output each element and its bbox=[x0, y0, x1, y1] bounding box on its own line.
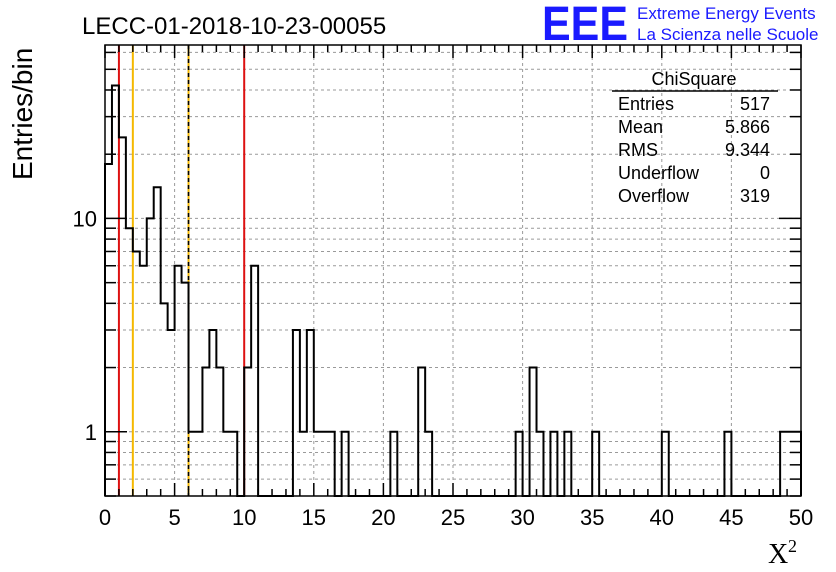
histogram-bin bbox=[300, 432, 307, 496]
grid-lines bbox=[105, 45, 801, 496]
histogram-bin bbox=[140, 266, 147, 496]
histogram-bin bbox=[209, 330, 216, 496]
stats-box-title: ChiSquare bbox=[651, 69, 736, 89]
histogram-bin bbox=[564, 432, 571, 496]
histogram-bin bbox=[516, 432, 523, 496]
histogram-bin bbox=[314, 432, 321, 496]
histogram-bin bbox=[182, 283, 189, 496]
histogram-bin bbox=[175, 266, 182, 496]
histogram-bin bbox=[216, 368, 223, 496]
stats-label-mean: Mean bbox=[618, 117, 663, 137]
x-axis-label: X 2 bbox=[768, 536, 797, 570]
histogram-bin bbox=[307, 330, 314, 496]
stats-label-underflow: Underflow bbox=[618, 163, 700, 183]
histogram-bin bbox=[154, 187, 161, 496]
histogram-bin bbox=[342, 432, 349, 496]
x-tick-label: 10 bbox=[232, 505, 256, 530]
x-tick-label: 40 bbox=[650, 505, 674, 530]
histogram-bin bbox=[119, 137, 126, 496]
stats-value-overflow: 319 bbox=[740, 186, 770, 206]
histogram-bin bbox=[112, 85, 119, 496]
x-tick-label: 50 bbox=[789, 505, 813, 530]
y-tick-label: 10 bbox=[73, 206, 97, 231]
x-axis-label-superscript: 2 bbox=[788, 536, 797, 556]
histogram-bin bbox=[202, 368, 209, 496]
x-axis-label-main: X bbox=[768, 539, 788, 570]
histogram-bin bbox=[425, 432, 432, 496]
x-tick-label: 25 bbox=[441, 505, 465, 530]
eee-logo-mark: EEE bbox=[542, 0, 628, 51]
tick-labels: 0 5 10 15 20 25 30 35 40 45 50 1 10 bbox=[73, 206, 814, 530]
eee-logo: EEE Extreme Energy Events La Scienza nel… bbox=[542, 0, 818, 51]
stats-label-entries: Entries bbox=[618, 94, 674, 114]
histogram-bin bbox=[133, 251, 140, 496]
chart-title: LECC-01-2018-10-23-00055 bbox=[82, 13, 386, 40]
stats-box: ChiSquare Entries 517 Mean 5.866 RMS 9.3… bbox=[612, 69, 778, 206]
x-tick-label: 45 bbox=[719, 505, 743, 530]
histogram-bin bbox=[662, 432, 669, 496]
histogram-bin bbox=[321, 432, 328, 496]
y-axis-label: Entries/bin bbox=[7, 48, 38, 180]
histogram-bin bbox=[223, 432, 230, 496]
stats-label-rms: RMS bbox=[618, 140, 658, 160]
logo-line-2: La Scienza nelle Scuole bbox=[637, 25, 818, 44]
histogram-bin bbox=[244, 368, 251, 496]
histogram-bin bbox=[592, 432, 599, 496]
y-tick-label: 1 bbox=[85, 420, 97, 445]
histogram-bin bbox=[328, 432, 335, 496]
x-tick-label: 15 bbox=[302, 505, 326, 530]
histogram-bin bbox=[530, 368, 537, 496]
stats-label-overflow: Overflow bbox=[618, 186, 690, 206]
histogram-bin bbox=[168, 330, 175, 496]
stats-value-underflow: 0 bbox=[760, 163, 770, 183]
stats-value-mean: 5.866 bbox=[725, 117, 770, 137]
histogram-bin bbox=[195, 432, 202, 496]
logo-line-1: Extreme Energy Events bbox=[637, 4, 816, 23]
histogram-bin bbox=[293, 330, 300, 496]
histogram-bin bbox=[251, 266, 258, 496]
x-tick-label: 0 bbox=[99, 505, 111, 530]
x-tick-label: 5 bbox=[168, 505, 180, 530]
histogram-bin bbox=[189, 432, 196, 496]
stats-value-entries: 517 bbox=[740, 94, 770, 114]
histogram-bin bbox=[230, 432, 237, 496]
histogram-bin bbox=[147, 218, 154, 496]
histogram-bin bbox=[161, 303, 168, 496]
histogram-bin bbox=[126, 228, 133, 496]
histogram-bin bbox=[537, 432, 544, 496]
axes bbox=[104, 44, 802, 497]
x-tick-label: 35 bbox=[580, 505, 604, 530]
histogram-bin bbox=[724, 432, 731, 496]
stats-value-rms: 9.344 bbox=[725, 140, 770, 160]
histogram-bin bbox=[418, 368, 425, 496]
histogram-bin bbox=[780, 432, 787, 496]
histogram-bin bbox=[390, 432, 397, 496]
x-tick-label: 20 bbox=[371, 505, 395, 530]
histogram-bin bbox=[550, 432, 557, 496]
x-tick-label: 30 bbox=[510, 505, 534, 530]
